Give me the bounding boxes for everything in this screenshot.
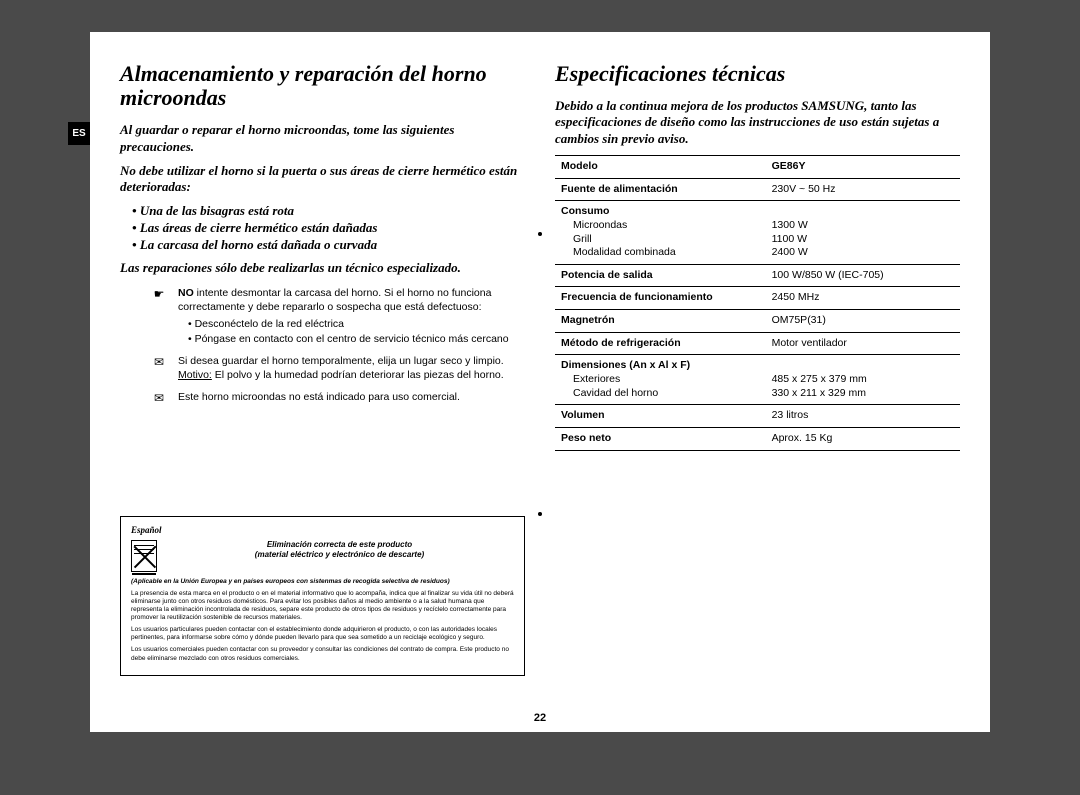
manual-page: ES Almacenamiento y reparación del horno… — [90, 32, 990, 732]
list-item: Las áreas de cierre hermético están daña… — [132, 220, 525, 237]
table-row: Modelo GE86Y — [555, 155, 960, 178]
note-row: ✉ Si desea guardar el horno temporalment… — [150, 354, 525, 382]
list-item: Una de las bisagras está rota — [132, 203, 525, 220]
note-icon: ✉ — [150, 354, 168, 382]
table-row: Peso neto Aprox. 15 Kg — [555, 427, 960, 450]
spec-label: Peso neto — [555, 427, 766, 450]
table-row: Magnetrón OM75P(31) — [555, 310, 960, 333]
weee-title: Eliminación correcta de este producto (m… — [165, 540, 514, 560]
left-column: Almacenamiento y reparación del horno mi… — [120, 62, 525, 712]
spec-value: OM75P(31) — [766, 310, 960, 333]
spec-label: Potencia de salida — [555, 264, 766, 287]
spec-value: Aprox. 15 Kg — [766, 427, 960, 450]
weee-paragraph: Los usuarios particulares pueden contact… — [131, 626, 514, 642]
spec-value: 1300 W 1100 W 2400 W — [766, 201, 960, 265]
list-item: Póngase en contacto con el centro de ser… — [188, 332, 525, 346]
note-icon: ✉ — [150, 390, 168, 406]
pointer-icon: ☛ — [150, 286, 168, 346]
table-row: Volumen 23 litros — [555, 405, 960, 428]
punch-hole — [538, 512, 542, 516]
section-title-specs: Especificaciones técnicas — [555, 62, 960, 86]
spec-label: Magnetrón — [555, 310, 766, 333]
specs-intro: Debido a la continua mejora de los produ… — [555, 98, 960, 147]
intro-paragraph: Al guardar o reparar el horno microondas… — [120, 122, 525, 155]
note-row: ☛ NO intente desmontar la carcasa del ho… — [150, 286, 525, 346]
note-text: NO intente desmontar la carcasa del horn… — [178, 286, 525, 346]
table-row: Método de refrigeración Motor ventilador — [555, 332, 960, 355]
weee-paragraph: Los usuarios comerciales pueden contacta… — [131, 646, 514, 662]
spec-label: Consumo Microondas Grill Modalidad combi… — [555, 201, 766, 265]
spec-value: GE86Y — [766, 155, 960, 178]
list-item: La carcasa del horno está dañada o curva… — [132, 237, 525, 254]
list-item: Desconéctelo de la red eléctrica — [188, 317, 525, 331]
spec-label: Método de refrigeración — [555, 332, 766, 355]
note-text: Si desea guardar el horno temporalmente,… — [178, 354, 525, 382]
spec-value: 2450 MHz — [766, 287, 960, 310]
note-row: ✉ Este horno microondas no está indicado… — [150, 390, 525, 406]
table-row: Potencia de salida 100 W/850 W (IEC-705) — [555, 264, 960, 287]
table-row: Frecuencia de funcionamiento 2450 MHz — [555, 287, 960, 310]
notes-block: ☛ NO intente desmontar la carcasa del ho… — [150, 286, 525, 406]
spec-label: Dimensiones (An x Al x F) Exteriores Cav… — [555, 355, 766, 405]
damage-list: Una de las bisagras está rota Las áreas … — [132, 203, 525, 254]
spec-label: Fuente de alimentación — [555, 178, 766, 201]
weee-disposal-box: Español Eliminación correcta de este pro… — [120, 516, 525, 675]
weee-subtitle: (Aplicable en la Unión Europea y en país… — [131, 578, 514, 586]
spec-value: Motor ventilador — [766, 332, 960, 355]
spec-value: 100 W/850 W (IEC-705) — [766, 264, 960, 287]
punch-hole — [538, 232, 542, 236]
spec-label: Frecuencia de funcionamiento — [555, 287, 766, 310]
table-row: Dimensiones (An x Al x F) Exteriores Cav… — [555, 355, 960, 405]
weee-paragraph: La presencia de esta marca en el product… — [131, 590, 514, 623]
right-column: Especificaciones técnicas Debido a la co… — [555, 62, 960, 712]
spec-label: Modelo — [555, 155, 766, 178]
weee-lang: Español — [131, 525, 514, 536]
language-tab: ES — [68, 122, 90, 145]
spec-value: 23 litros — [766, 405, 960, 428]
repair-note: Las reparaciones sólo debe realizarlas u… — [120, 260, 525, 276]
spec-label: Volumen — [555, 405, 766, 428]
note-text: Este horno microondas no está indicado p… — [178, 390, 525, 406]
specifications-table: Modelo GE86Y Fuente de alimentación 230V… — [555, 155, 960, 451]
spec-value: 485 x 275 x 379 mm 330 x 211 x 329 mm — [766, 355, 960, 405]
warning-paragraph: No debe utilizar el horno si la puerta o… — [120, 163, 525, 196]
page-number: 22 — [534, 712, 546, 724]
weee-bin-icon — [131, 540, 157, 572]
section-title-storage: Almacenamiento y reparación del horno mi… — [120, 62, 525, 110]
table-row: Consumo Microondas Grill Modalidad combi… — [555, 201, 960, 265]
table-row: Fuente de alimentación 230V ~ 50 Hz — [555, 178, 960, 201]
spec-value: 230V ~ 50 Hz — [766, 178, 960, 201]
